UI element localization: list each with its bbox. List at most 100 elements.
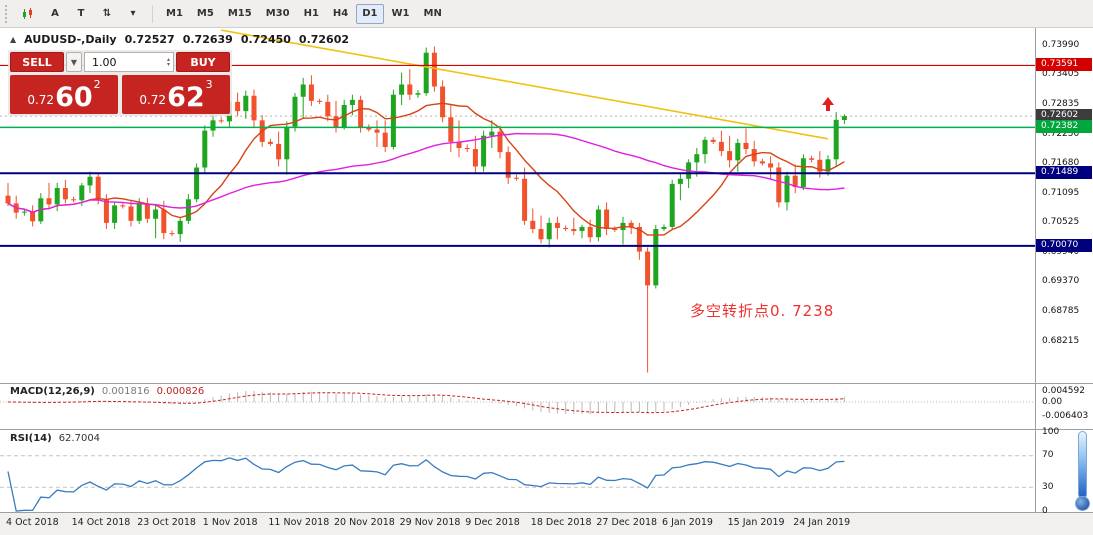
- timeframe-h4-button[interactable]: H4: [327, 4, 354, 24]
- date-axis-label: 11 Nov 2018: [268, 517, 330, 528]
- timeframe-m15-button[interactable]: M15: [222, 4, 258, 24]
- macd-indicator: [0, 390, 1035, 415]
- order-options-dropdown[interactable]: ▼: [66, 52, 82, 72]
- buy-price-pips: 62: [167, 82, 205, 113]
- chart-type-button[interactable]: [15, 4, 41, 24]
- macd-axis-label: 0.004592: [1042, 386, 1085, 397]
- rsi-axis-label: 0: [1042, 505, 1048, 516]
- sell-price-pips: 60: [55, 82, 93, 113]
- date-axis-label: 9 Dec 2018: [465, 517, 520, 528]
- macd-main-value: 0.001816: [101, 386, 150, 397]
- spinner-up-icon[interactable]: ▴: [166, 56, 170, 63]
- price-axis-label: 0.69370: [1042, 276, 1080, 287]
- price-level-badge: 0.73591: [1036, 58, 1092, 72]
- price-axis-label: 0.68785: [1042, 306, 1080, 317]
- ohlc-low: 0.72450: [240, 33, 291, 46]
- volume-spinner: ▴ ▾: [166, 56, 170, 68]
- toolbar-separator: [152, 4, 153, 23]
- date-axis-label: 4 Oct 2018: [6, 517, 59, 528]
- volume-input[interactable]: 1.00 ▴ ▾: [84, 52, 174, 72]
- price-axis-label: 0.73990: [1042, 39, 1080, 50]
- timeframe-d1-button[interactable]: D1: [356, 3, 384, 24]
- rsi-name: RSI(14): [10, 433, 52, 444]
- chevron-down-icon: ▾: [130, 8, 136, 19]
- symbol-title: AUDUSD-,Daily: [24, 33, 117, 46]
- date-axis-label: 23 Oct 2018: [137, 517, 196, 528]
- indicators-button[interactable]: ⇅: [95, 4, 119, 24]
- timeframe-m5-button[interactable]: M5: [191, 4, 220, 24]
- date-axis-label: 18 Dec 2018: [530, 517, 592, 528]
- rsi-line: [7, 457, 845, 512]
- rsi-indicator-label: RSI(14) 62.7004: [10, 433, 100, 444]
- macd-signal-value: 0.000826: [156, 386, 205, 397]
- chart-annotation: 多空转折点0. 7238: [690, 302, 835, 320]
- timeframe-m30-button[interactable]: M30: [260, 4, 296, 24]
- chart-header: ▲ AUDUSD-,Daily 0.72527 0.72639 0.72450 …: [10, 33, 349, 46]
- price-axis-label: 0.71095: [1042, 187, 1080, 198]
- spinner-down-icon[interactable]: ▾: [166, 61, 170, 68]
- sell-price-display[interactable]: 0.72 60 2: [10, 75, 118, 114]
- macd-axis-label: -0.006403: [1042, 410, 1089, 421]
- date-axis-label: 29 Nov 2018: [399, 517, 461, 528]
- price-level-badge: 0.70070: [1036, 238, 1092, 252]
- price-level-badge: 0.72382: [1036, 120, 1092, 134]
- price-axis-label: 0.69940: [1042, 247, 1080, 258]
- sell-button[interactable]: SELL: [10, 52, 64, 72]
- price-level-badge: 0.72602: [1036, 109, 1092, 123]
- price-level-badge: 0.71489: [1036, 166, 1092, 180]
- date-axis-label: 27 Dec 2018: [596, 517, 658, 528]
- thermometer-bulb: [1075, 496, 1090, 511]
- toolbar-grip-handle[interactable]: [5, 4, 10, 23]
- thermometer-stem: [1078, 431, 1087, 499]
- sell-price-prefix: 0.72: [27, 93, 55, 107]
- date-axis-label: 14 Oct 2018: [71, 517, 131, 528]
- separators-layer: [0, 28, 1093, 513]
- macd-axis-label: 0.00: [1042, 396, 1063, 407]
- candles-layer: [5, 46, 847, 373]
- volume-value: 1.00: [92, 55, 117, 69]
- timeframe-mn-button[interactable]: MN: [418, 4, 448, 24]
- buy-button[interactable]: BUY: [176, 52, 230, 72]
- time-axis: 4 Oct 2018 14 Oct 2018 23 Oct 2018 1 Nov 20…: [0, 513, 1093, 535]
- macd-name: MACD(12,26,9): [10, 386, 95, 397]
- price-axis-label: 0.73405: [1042, 69, 1080, 80]
- moving-averages-layer: [7, 102, 845, 236]
- ohlc-open: 0.72527: [124, 33, 175, 46]
- price-axis: 0.73990 0.73405 0.72835 0.72250 0.71680 0.710…: [1036, 28, 1093, 516]
- price-axis-label: 0.72250: [1042, 128, 1080, 139]
- buy-price-prefix: 0.72: [139, 93, 167, 107]
- timeframe-w1-button[interactable]: W1: [386, 4, 416, 24]
- buy-price-point: 3: [205, 78, 213, 91]
- price-axis-label: 0.72835: [1042, 98, 1080, 109]
- one-click-trading-panel: SELL ▼ 1.00 ▴ ▾ BUY 0.72 60 2 0.72 62 3: [8, 50, 232, 116]
- timeframe-h1-button[interactable]: H1: [298, 4, 325, 24]
- signal-arrow-marker: [822, 97, 834, 112]
- price-axis-label: 0.71680: [1042, 157, 1080, 168]
- ohlc-close: 0.72602: [298, 33, 350, 46]
- rsi-axis-label: 30: [1042, 481, 1054, 492]
- rsi-axis-label: 100: [1042, 426, 1060, 437]
- date-axis-label: 15 Jan 2019: [727, 517, 785, 528]
- price-axis-label: 0.70525: [1042, 217, 1080, 228]
- descending-trendline: [221, 29, 829, 140]
- top-toolbar: A T ⇅ ▾ M1 M5 M15 M30 H1 H4 D1 W1 MN: [0, 0, 1093, 28]
- rsi-indicator: [0, 455, 1035, 512]
- text-annotation-button[interactable]: A: [43, 4, 67, 24]
- macd-indicator-label: MACD(12,26,9) 0.001816 0.000826: [10, 386, 204, 397]
- slow-ma: [7, 132, 845, 213]
- chevron-down-icon: ▼: [70, 57, 78, 67]
- rsi-value: 62.7004: [58, 433, 101, 444]
- candlestick-chart-icon: [23, 7, 32, 19]
- date-axis-label: 24 Jan 2019: [793, 517, 851, 528]
- date-axis-label: 6 Jan 2019: [662, 517, 713, 528]
- timeframe-m1-button[interactable]: M1: [160, 4, 189, 24]
- date-axis-label: 20 Nov 2018: [334, 517, 395, 528]
- price-axis-label: 0.68215: [1042, 335, 1080, 346]
- text-label-button[interactable]: T: [69, 4, 93, 24]
- toolbar-dropdown-button[interactable]: ▾: [121, 4, 145, 24]
- buy-price-display[interactable]: 0.72 62 3: [122, 75, 230, 114]
- collapse-panel-icon[interactable]: ▲: [10, 35, 17, 44]
- up-down-arrows-icon: ⇅: [102, 8, 112, 19]
